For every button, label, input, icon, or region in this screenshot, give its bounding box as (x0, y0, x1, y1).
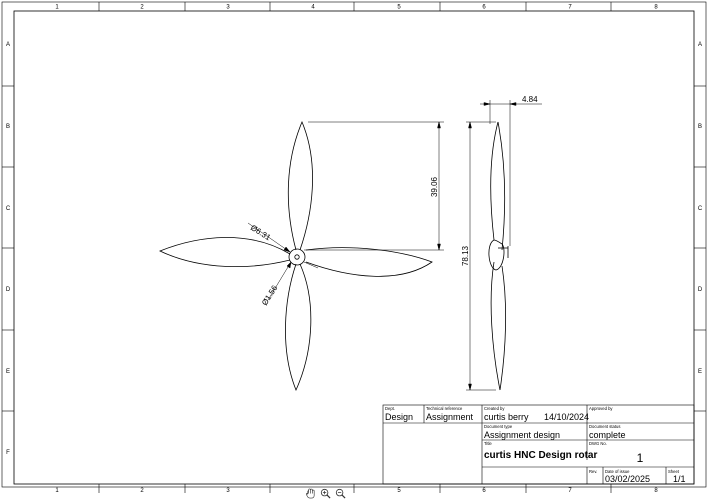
zone-col-label: 7 (568, 488, 572, 494)
zone-row-label: F (6, 450, 10, 456)
zone-row-label: C (698, 206, 703, 212)
zone-row-label: A (6, 42, 10, 48)
side-view-dimensions (466, 100, 542, 391)
title-block (382, 404, 695, 485)
dwg-no-value: 1 (637, 451, 644, 465)
created-date: 14/10/2024 (544, 412, 589, 422)
rotor-blade-bottom (285, 263, 312, 392)
side-hub (488, 239, 505, 271)
zone-row-label: E (698, 369, 702, 375)
dept-label: Dept. (385, 406, 395, 411)
zone-row-label: D (6, 287, 11, 293)
hub-diameter-dimension: Ø1.56 (260, 283, 279, 307)
zone-ticks (2, 2, 706, 493)
rotor-hub (288, 248, 306, 266)
zone-row-label: B (698, 124, 702, 130)
zone-col-label: 4 (311, 5, 315, 11)
doc-type-value: Assignment design (484, 430, 560, 440)
zone-col-label: 3 (226, 5, 230, 11)
zone-col-label: 6 (482, 488, 486, 494)
tech-ref-label: Technical reference (426, 406, 463, 411)
rev-label: Rev. (589, 469, 597, 474)
sheet-value: 1/1 (673, 474, 686, 484)
zone-row-label: C (6, 206, 11, 212)
zone-col-label: 8 (654, 488, 658, 494)
zone-col-label: 2 (140, 5, 144, 11)
title-label: Title (484, 441, 492, 446)
blade-length-dimension: 39.06 (430, 176, 439, 197)
side-blade-upper (490, 121, 506, 251)
created-by-value: curtis berry (484, 412, 529, 422)
tech-ref-value: Assignment (426, 412, 474, 422)
dept-value: Design (385, 412, 413, 422)
zone-columns-bottom: 1 2 3 5 6 7 8 (55, 488, 658, 494)
rotor-hub-bore (294, 254, 300, 260)
zone-rows-left: A B C D E F (6, 42, 11, 456)
doc-type-label: Document type (484, 424, 513, 429)
zone-col-label: 7 (568, 5, 572, 11)
drawing-title: curtis HNC Design rotar (484, 450, 597, 461)
overall-height-dimension: 78.13 (461, 245, 470, 266)
side-view (488, 121, 509, 391)
zone-row-label: B (6, 124, 10, 130)
thickness-dimension: 4.84 (522, 95, 538, 104)
rotor-blade-left (159, 237, 291, 268)
sheet-label: Sheet (668, 469, 680, 474)
rotor-blade-top (287, 120, 313, 251)
front-view-dimensions (247, 121, 444, 301)
approved-by-label: Approved by (589, 406, 613, 411)
zone-col-label: 1 (55, 5, 59, 11)
created-by-label: Created by (484, 406, 505, 411)
viewer-toolbar (304, 487, 346, 499)
doc-status-label: Document status (589, 424, 620, 429)
side-blade-lower (490, 261, 507, 391)
zone-rows-right: A B C D E (698, 42, 703, 375)
zone-col-label: 1 (55, 488, 59, 494)
zone-row-label: A (698, 42, 702, 48)
zone-columns-top: 1 2 3 4 5 6 7 8 (55, 5, 658, 11)
zone-col-label: 8 (654, 5, 658, 11)
zone-col-label: 3 (226, 488, 230, 494)
front-view (159, 120, 433, 392)
zone-col-label: 5 (397, 5, 401, 11)
zone-col-label: 6 (482, 5, 486, 11)
date-of-issue-value: 03/02/2025 (605, 474, 650, 484)
doc-status-value: complete (589, 430, 626, 440)
zone-row-label: E (6, 369, 10, 375)
zone-row-label: D (698, 287, 703, 293)
outer-frame (1, 1, 707, 488)
dwg-no-label: DWG No. (589, 441, 607, 446)
zoom-out-icon[interactable] (334, 487, 346, 499)
rotor-blade-right (305, 247, 433, 277)
zone-col-label: 5 (397, 488, 401, 494)
date-of-issue-label: Date of issue (605, 469, 630, 474)
zone-col-label: 2 (140, 488, 144, 494)
hand-icon[interactable] (304, 487, 316, 499)
zoom-in-icon[interactable] (319, 487, 331, 499)
